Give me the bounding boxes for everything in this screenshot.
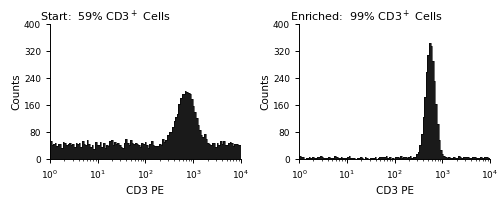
Polygon shape bbox=[50, 91, 241, 159]
X-axis label: CD3 PE: CD3 PE bbox=[376, 186, 414, 196]
X-axis label: CD3 PE: CD3 PE bbox=[126, 186, 164, 196]
Polygon shape bbox=[299, 43, 490, 159]
Y-axis label: Counts: Counts bbox=[11, 73, 21, 110]
Text: Start:  59% CD3$^+$ Cells: Start: 59% CD3$^+$ Cells bbox=[40, 9, 171, 24]
Text: Enriched:  99% CD3$^+$ Cells: Enriched: 99% CD3$^+$ Cells bbox=[290, 9, 442, 24]
Y-axis label: Counts: Counts bbox=[260, 73, 270, 110]
